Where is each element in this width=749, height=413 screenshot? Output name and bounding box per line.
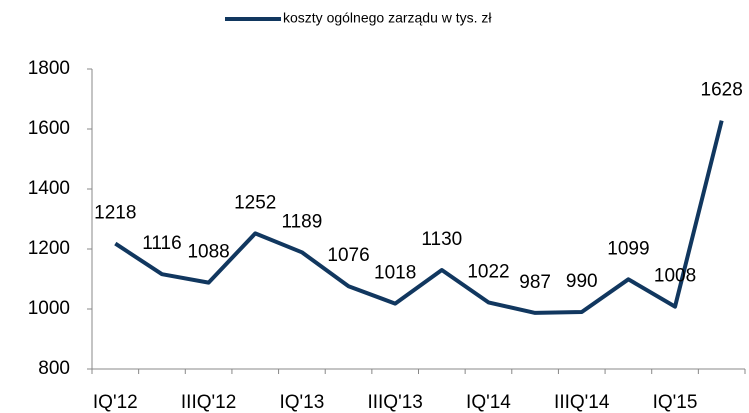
y-tick-label: 1400	[28, 178, 70, 199]
data-label: 1099	[607, 238, 649, 259]
legend-label: koszty ogólnego zarządu w tys. zł	[283, 10, 492, 26]
line	[114, 120, 724, 315]
data-label: 1218	[94, 203, 136, 224]
data-label: 1130	[421, 229, 462, 250]
data-label: 1022	[467, 261, 509, 282]
x-tick-label: IQ'15	[653, 392, 698, 413]
data-label: 1008	[654, 266, 696, 287]
x-tick-label: IIIQ'14	[554, 392, 610, 413]
x-tick-label: IIIQ'12	[181, 392, 236, 413]
data-label: 1076	[327, 245, 369, 266]
data-label: 990	[566, 271, 598, 292]
y-tick-label: 1200	[28, 238, 70, 259]
data-label: 987	[519, 272, 551, 293]
y-tick-label: 1800	[28, 58, 70, 79]
data-label: 1088	[187, 242, 229, 263]
data-label: 1189	[281, 211, 322, 232]
y-tick-label: 800	[38, 358, 70, 379]
x-tick-label: IQ'13	[279, 392, 324, 413]
x-tick-label: IIIQ'13	[367, 392, 422, 413]
y-tick-label: 1600	[28, 118, 70, 139]
data-label: 1628	[701, 80, 743, 101]
x-tick-label: IQ'12	[93, 392, 138, 413]
data-label: 1252	[234, 192, 276, 213]
y-tick-label: 1000	[28, 298, 70, 319]
data-label: 1018	[374, 263, 416, 284]
x-tick-label: IQ'14	[466, 392, 511, 413]
data-label: 1116	[142, 233, 181, 254]
